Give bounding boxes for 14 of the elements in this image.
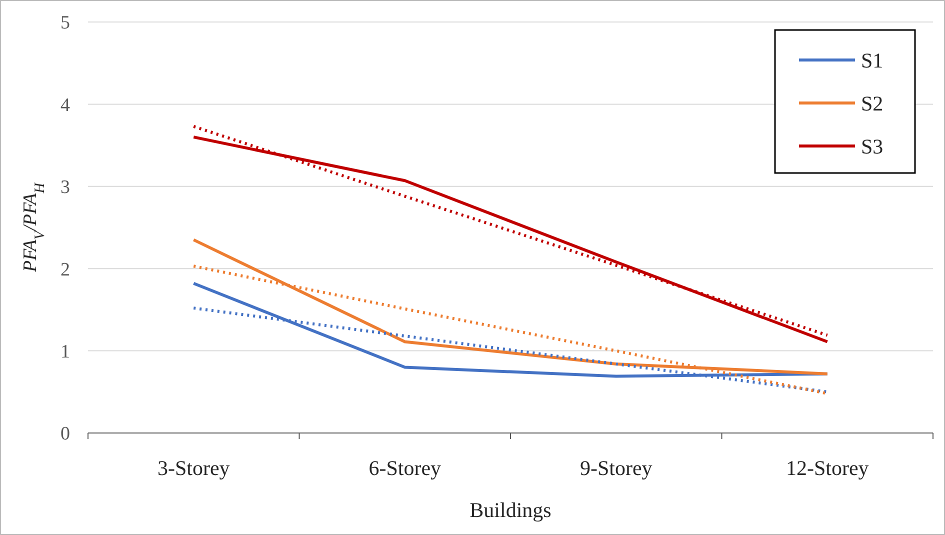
- x-tick-label: 6-Storey: [368, 456, 442, 480]
- y-tick-label: 4: [60, 94, 70, 116]
- y-tick-label: 5: [60, 12, 70, 34]
- legend-label: S2: [861, 91, 884, 116]
- x-axis-title: Buildings: [470, 498, 552, 522]
- legend-label: S1: [861, 48, 884, 72]
- y-tick-label: 3: [60, 177, 70, 198]
- x-tick-label: 3-Storey: [157, 456, 230, 480]
- y-tick-label: 2: [60, 259, 70, 280]
- legend-label: S3: [861, 134, 884, 158]
- x-tick-label: 12-Storey: [786, 456, 870, 480]
- x-tick-label: 9-Storey: [580, 456, 653, 480]
- y-tick-label: 1: [60, 341, 70, 362]
- y-tick-label: 0: [60, 424, 70, 445]
